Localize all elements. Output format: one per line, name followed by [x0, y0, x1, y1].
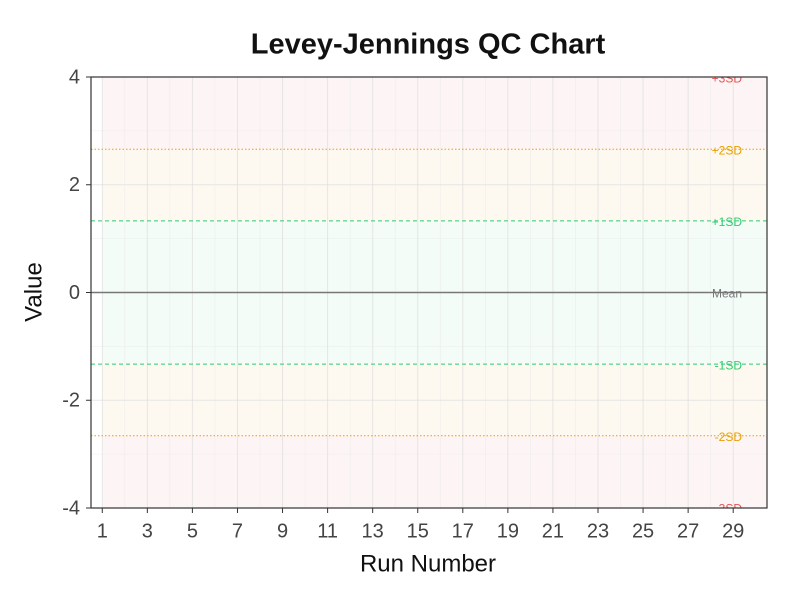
- reference-label: +2SD: [712, 143, 743, 157]
- x-tick-label: 29: [722, 520, 744, 542]
- reference-label: -1SD: [715, 358, 743, 372]
- reference-label: -2SD: [715, 430, 743, 444]
- x-tick-label: 17: [452, 520, 474, 542]
- y-tick-label: -2: [62, 390, 80, 412]
- x-tick-label: 21: [542, 520, 564, 542]
- x-axis-label: Run Number: [360, 550, 496, 577]
- reference-label: Mean: [712, 287, 742, 301]
- y-tick-label: 4: [69, 66, 80, 88]
- reference-label: -3SD: [715, 502, 743, 516]
- reference-lines: +3SD +2SD +1SD Mean -1SD -2SD -3SD: [91, 72, 767, 516]
- x-tick-label: 23: [587, 520, 609, 542]
- y-axis-label: Value: [20, 262, 47, 322]
- x-tick-label: 1: [97, 520, 108, 542]
- x-tick-label: 3: [142, 520, 153, 542]
- reference-label: +1SD: [712, 215, 743, 229]
- y-tick-label: -4: [62, 497, 80, 519]
- x-tick-label: 7: [232, 520, 243, 542]
- y-tick-label: 2: [69, 174, 80, 196]
- x-tick-label: 19: [497, 520, 519, 542]
- x-tick-label: 25: [632, 520, 654, 542]
- x-tick-label: 27: [677, 520, 699, 542]
- x-tick-label: 13: [362, 520, 384, 542]
- x-tick-label: 9: [277, 520, 288, 542]
- chart-title: Levey-Jennings QC Chart: [251, 29, 606, 61]
- reference-label: +3SD: [712, 72, 743, 86]
- x-tick-label: 15: [407, 520, 429, 542]
- y-tick-label: 0: [69, 282, 80, 304]
- x-tick-label: 5: [187, 520, 198, 542]
- x-tick-label: 11: [317, 520, 338, 542]
